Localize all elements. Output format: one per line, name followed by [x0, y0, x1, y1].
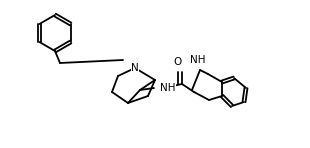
- Text: NH: NH: [160, 83, 175, 93]
- Text: N: N: [131, 63, 139, 73]
- Text: NH: NH: [190, 55, 206, 65]
- Text: O: O: [173, 57, 181, 67]
